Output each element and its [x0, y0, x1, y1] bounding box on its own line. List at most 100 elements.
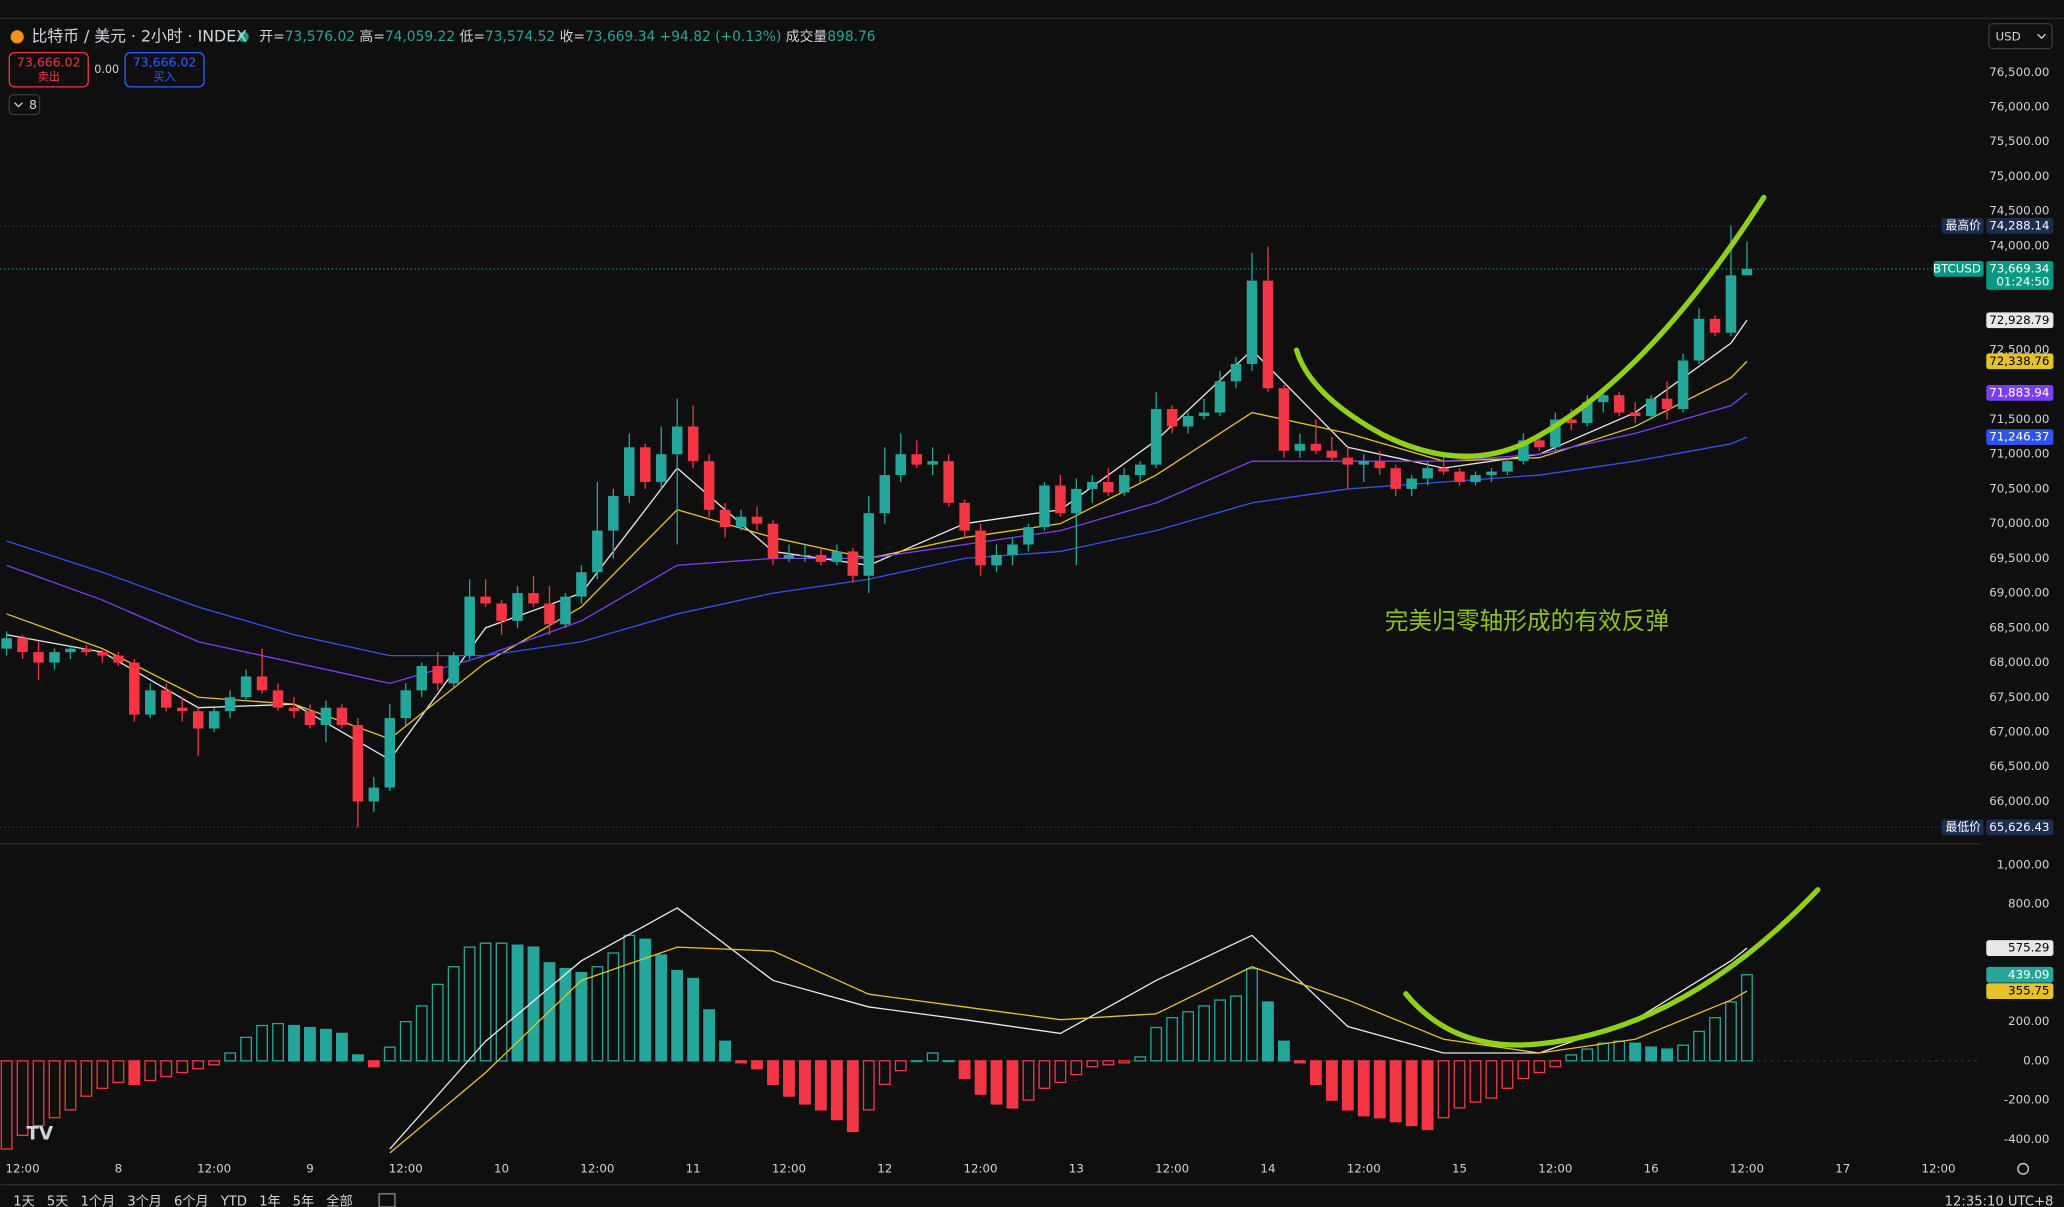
histogram-bar — [942, 1060, 955, 1063]
candle-body — [288, 707, 300, 712]
candle-body — [1214, 381, 1226, 413]
histogram-bar — [1214, 999, 1226, 1062]
histogram-bar — [655, 954, 668, 1062]
x-tick-label: 15 — [1452, 1161, 1467, 1175]
settings-icon[interactable] — [2017, 1162, 2030, 1175]
candle-body — [448, 655, 459, 684]
histogram-bar — [1182, 1011, 1195, 1062]
histogram-bar — [1389, 1060, 1402, 1123]
axis-tag — [1986, 429, 2054, 446]
histogram-bar — [575, 971, 588, 1062]
histogram-bar — [1421, 1060, 1434, 1131]
candle-body — [560, 596, 571, 625]
range-button[interactable]: 1年 — [259, 1194, 281, 1207]
drawn-curve — [1403, 887, 1821, 1048]
candle-body — [224, 697, 236, 712]
histogram-bar — [1166, 1017, 1179, 1062]
candle-body — [272, 690, 284, 708]
candle-body — [783, 554, 795, 559]
y-tick-label: 69,500.00 — [1989, 551, 2049, 565]
candle-body — [1709, 318, 1721, 333]
range-button[interactable]: 3个月 — [127, 1194, 162, 1207]
histogram-bar — [974, 1060, 987, 1095]
candle-body — [592, 530, 603, 573]
x-tick-label: 14 — [1260, 1161, 1275, 1175]
calendar-icon[interactable] — [378, 1193, 396, 1207]
indicator-count[interactable]: 8 — [29, 97, 37, 112]
range-button[interactable]: 5天 — [47, 1195, 69, 1207]
candle-body — [991, 554, 1002, 566]
indicator-toggle[interactable] — [8, 94, 41, 116]
candle-body — [943, 461, 954, 503]
sell-price[interactable]: 73,666.02 — [17, 55, 81, 70]
x-tick-label: 16 — [1644, 1161, 1659, 1175]
histogram-bar — [1102, 1060, 1115, 1066]
candle-body — [1278, 388, 1290, 451]
histogram-bar — [208, 1060, 221, 1066]
tag-label-box — [1933, 260, 1984, 277]
range-button[interactable]: 1天 — [13, 1195, 35, 1207]
range-button[interactable]: YTD — [220, 1195, 247, 1207]
candle-body — [113, 655, 124, 663]
range-button[interactable]: 1个月 — [80, 1194, 115, 1207]
candle-body — [1326, 450, 1338, 458]
candle-body — [703, 461, 715, 510]
candle-body — [1534, 440, 1545, 448]
candle-body — [959, 502, 970, 531]
histogram-bar — [703, 1009, 716, 1062]
candle-body — [751, 516, 763, 524]
x-tick-label: 10 — [494, 1161, 509, 1175]
open-value: 73,576.02 — [285, 29, 355, 45]
x-tick-label: 12:00 — [1347, 1161, 1381, 1175]
y-tick-label: 67,000.00 — [1989, 724, 2049, 738]
candle-body — [368, 787, 380, 802]
candle-body — [256, 676, 268, 691]
histogram-bar — [495, 942, 508, 1062]
y-tick-label: 1,000.00 — [1997, 857, 2050, 871]
candle-body — [1518, 440, 1529, 462]
logo: TV — [26, 1124, 54, 1145]
histogram-bar — [1309, 1060, 1322, 1086]
histogram-bar — [272, 1022, 284, 1062]
histogram-bar — [48, 1060, 61, 1119]
range-button[interactable]: 全部 — [326, 1193, 352, 1207]
sell-button[interactable] — [8, 51, 89, 88]
candle-body — [1087, 482, 1098, 489]
candle-body — [1166, 409, 1178, 427]
tag-label: 最低价 — [1946, 820, 1982, 834]
x-tick-label: 12:00 — [964, 1161, 998, 1175]
y-tick-label: 71,000.00 — [1989, 447, 2049, 461]
candle-body — [464, 596, 475, 656]
y-tick-label: 68,500.00 — [1989, 620, 2049, 634]
candle-body — [1406, 478, 1417, 489]
buy-label[interactable]: 买入 — [153, 71, 175, 84]
y-tick-label: 66,000.00 — [1989, 794, 2049, 808]
axis-tag — [1986, 260, 2054, 290]
histogram-bar — [399, 1020, 412, 1062]
histogram-bar — [1581, 1048, 1594, 1062]
histogram-bar — [0, 1060, 13, 1150]
candle-body — [1246, 280, 1258, 364]
volume-value: 898.76 — [827, 29, 875, 45]
candle-body — [176, 707, 188, 712]
currency[interactable]: USD — [1995, 29, 2020, 43]
histogram-bar — [431, 983, 444, 1062]
buy-button[interactable] — [124, 51, 205, 88]
candle-body — [65, 648, 76, 653]
buy-price[interactable]: 73,666.02 — [133, 55, 197, 70]
histogram-bar — [367, 1060, 380, 1068]
candle-body — [831, 551, 843, 562]
histogram-bar — [910, 1060, 923, 1063]
histogram-bar — [1246, 968, 1258, 1062]
spread: 0.00 — [94, 63, 119, 76]
y-tick-label: 74,000.00 — [1989, 238, 2049, 252]
histogram-bar — [990, 1060, 1003, 1105]
currency-dropdown[interactable] — [1988, 23, 2053, 50]
candle-body — [687, 426, 699, 462]
candle-body — [863, 513, 875, 576]
sell-label[interactable]: 卖出 — [38, 70, 60, 84]
range-button[interactable]: 5年 — [293, 1194, 315, 1207]
range-button[interactable]: 6个月 — [174, 1194, 209, 1207]
histogram-bar — [1677, 1044, 1690, 1062]
